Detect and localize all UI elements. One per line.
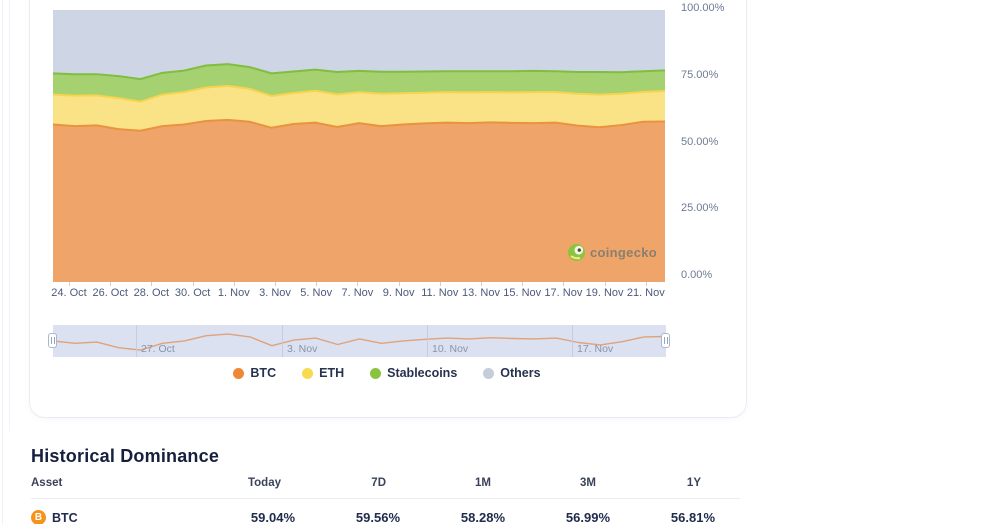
x-axis-tick — [69, 282, 70, 286]
x-axis-label: 19. Nov — [585, 287, 624, 299]
table-header-3m[interactable]: 3M — [580, 477, 596, 489]
navigator-left-handle[interactable] — [48, 333, 57, 348]
container-left-divider — [9, 0, 10, 431]
section-title: Historical Dominance — [31, 446, 220, 466]
others-legend-dot-icon — [483, 367, 495, 379]
navigator-gridline — [427, 325, 428, 357]
dominance-value: 59.56% — [355, 510, 400, 524]
watermark-text: coingecko — [590, 245, 657, 260]
x-axis-label: 24. Oct — [51, 287, 87, 299]
legend-item-others[interactable]: Others — [483, 366, 541, 380]
dominance-value: 58.28% — [460, 510, 505, 524]
legend-label: BTC — [250, 366, 277, 380]
navigator-gridline — [136, 325, 137, 357]
x-axis-label: 30. Oct — [174, 287, 211, 299]
navigator-sparkline — [53, 333, 666, 351]
eth-legend-dot-icon — [302, 367, 314, 379]
bitcoin-icon: B — [31, 510, 46, 524]
y-axis-label: 0.00% — [681, 269, 713, 281]
x-axis-tick — [316, 282, 318, 286]
page-left-divider — [2, 0, 3, 524]
navigator-date-label: 3. Nov — [287, 343, 318, 355]
x-axis-tick — [398, 282, 400, 286]
x-axis-label: 21. Nov — [626, 287, 665, 299]
x-axis-tick — [151, 282, 153, 286]
dominance-value: 56.99% — [565, 510, 610, 524]
x-axis-tick — [481, 282, 482, 286]
historical-dominance-table: Asset Today 7D 1M 3M 1Y B BTC 59.04% 59.56% 58.28… — [31, 477, 740, 524]
x-axis-label: 11. Nov — [421, 287, 459, 299]
x-axis-label: 9. Nov — [382, 287, 415, 299]
legend-label: Stablecoins — [387, 366, 458, 380]
y-axis-label: 25.00% — [681, 202, 719, 215]
x-axis-tick — [233, 282, 235, 286]
coingecko-watermark: coingecko — [568, 244, 657, 261]
stablecoins-legend-dot-icon — [370, 367, 382, 379]
x-axis-tick — [110, 282, 112, 286]
table-header-1m[interactable]: 1M — [475, 477, 491, 489]
y-axis-label: 75.00% — [681, 68, 719, 81]
navigator-date-label: 17. Nov — [577, 343, 614, 355]
y-axis-label: 100.00% — [681, 2, 725, 14]
x-axis-tick — [645, 282, 647, 286]
table-header-today[interactable]: Today — [247, 477, 281, 489]
dominance-value: 59.04% — [250, 510, 295, 524]
table-header-asset[interactable]: Asset — [31, 477, 63, 489]
x-axis-label: 7. Nov — [341, 287, 374, 299]
x-axis-label: 28. Oct — [133, 287, 170, 299]
x-axis-label: 1. Nov — [217, 287, 250, 299]
legend-item-stablecoins[interactable]: Stablecoins — [370, 366, 457, 380]
x-axis-tick — [604, 282, 606, 286]
navigator-gridline — [282, 325, 283, 357]
navigator-date-label: 27. Oct — [141, 343, 175, 355]
x-axis-label: 17. Nov — [544, 287, 583, 299]
x-axis-label: 15. Nov — [503, 287, 542, 299]
dominance-area-chart — [53, 10, 665, 282]
x-axis-label: 13. Nov — [462, 287, 500, 299]
navigator-date-label: 10. Nov — [432, 343, 469, 355]
x-axis-label: 5. Nov — [300, 287, 333, 299]
table-header-7d[interactable]: 7D — [371, 477, 386, 489]
chart-legend: BTC ETH Stablecoins Others — [29, 366, 745, 380]
range-navigator[interactable]: 27. Oct 3. Nov 10. Nov 17. Nov — [48, 325, 670, 357]
x-axis-tick — [192, 282, 194, 286]
table-header-row: Asset Today 7D 1M 3M 1Y — [31, 477, 740, 499]
table-header-1y[interactable]: 1Y — [686, 477, 701, 489]
asset-name: BTC — [52, 510, 78, 524]
x-axis-tick — [275, 282, 276, 286]
legend-label: ETH — [319, 366, 345, 380]
x-axis-tick — [522, 282, 524, 286]
navigator-gridline — [572, 325, 573, 357]
x-axis-label: 26. Oct — [92, 287, 128, 299]
x-axis-tick — [439, 282, 441, 286]
legend-item-btc[interactable]: BTC — [233, 366, 276, 380]
asset-cell: B BTC — [31, 510, 190, 524]
table-row-btc[interactable]: B BTC 59.04% 59.56% 58.28% 56.99% 56.81% — [31, 499, 740, 524]
legend-item-eth[interactable]: ETH — [302, 366, 344, 380]
x-axis-label: 3. Nov — [259, 287, 291, 299]
navigator-right-handle[interactable] — [661, 333, 670, 348]
btc-legend-dot-icon — [233, 367, 245, 379]
coingecko-logo-icon — [568, 244, 585, 261]
legend-label: Others — [500, 366, 541, 380]
x-axis-tick — [357, 282, 359, 286]
y-axis-label: 50.00% — [681, 135, 719, 148]
dominance-value: 56.81% — [670, 510, 715, 524]
x-axis-tick — [563, 282, 565, 286]
